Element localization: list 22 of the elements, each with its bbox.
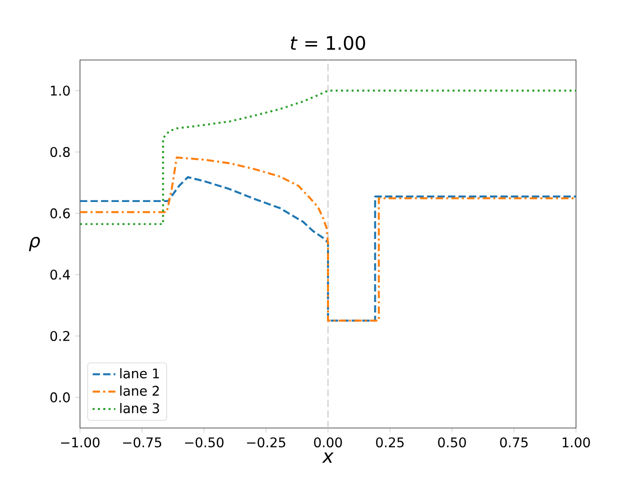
y-tick-label: 0.8	[50, 146, 70, 158]
x-tick-label: 1.00	[562, 437, 590, 448]
y-tick-label: 1.0	[50, 86, 70, 96]
x-tick-label: 0.50	[438, 437, 466, 448]
y-axis-title: ρ	[28, 236, 40, 252]
line-series	[80, 90, 576, 226]
y-tick-label: 0.2	[50, 330, 70, 342]
x-axis-title: x	[322, 452, 334, 463]
x-tick-label: 0.25	[376, 437, 404, 448]
legend-label: lane 3	[120, 402, 160, 414]
y-tick-label: 0.4	[50, 270, 70, 280]
legend-label: lane 2	[120, 386, 159, 396]
y-tick-label: 0.6	[50, 208, 70, 218]
x-tick-label: 0.00	[314, 437, 342, 448]
x-tick-label: −0.50	[185, 437, 224, 448]
x-tick-label: 0.75	[500, 437, 528, 448]
y-tick-label: 0.0	[50, 392, 70, 402]
x-tick-label: −0.75	[123, 437, 162, 448]
x-tick-label: −1.00	[61, 437, 100, 448]
legend-label: lane 1	[120, 368, 159, 378]
chart-title: t = 1.00	[290, 36, 366, 50]
x-tick-label: −0.25	[247, 437, 286, 448]
